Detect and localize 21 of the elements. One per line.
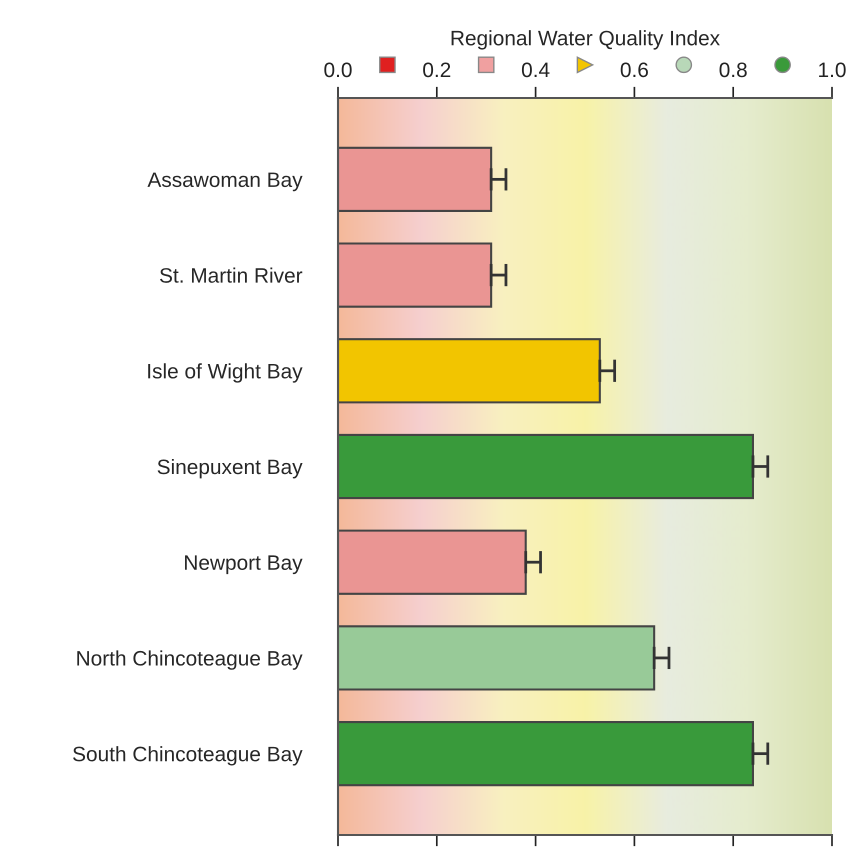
bar (338, 721, 754, 786)
bar (338, 146, 492, 212)
text: 0.0 (324, 62, 352, 78)
x-tick-label: 0.8 (720, 62, 747, 78)
y-tick-label: North Chincoteague Bay (77, 650, 303, 670)
y-tick-label: Isle of Wight Bay (148, 363, 303, 383)
y-tick-label: St. Martin River (160, 268, 302, 283)
x-tick-label: 0.6 (620, 62, 648, 78)
x-axis-title: Regional Water Quality Index (452, 30, 720, 50)
y-tick-label: Assawoman Bay (147, 172, 303, 192)
x-tick-label: 0.2 (423, 62, 450, 78)
bar (338, 530, 527, 595)
y-tick-label: Sinepuxent Bay (158, 458, 303, 478)
bar (338, 338, 601, 404)
y-tick-label: South Chincoteague Bay (73, 746, 303, 766)
text: 1.0 (819, 62, 846, 78)
bar (338, 434, 754, 500)
bar (338, 242, 492, 308)
x-tick-label: 0.4 (522, 62, 550, 78)
bar (338, 625, 656, 691)
y-tick-label: Newport Bay (185, 555, 303, 574)
